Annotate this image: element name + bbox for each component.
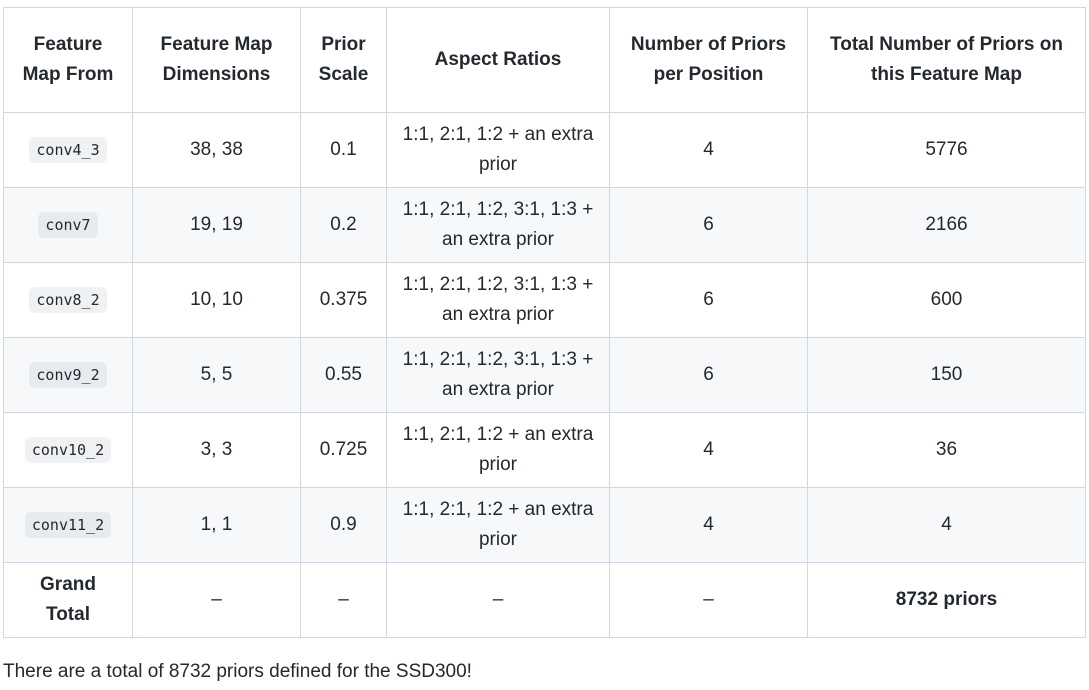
- table-row: conv7 19, 19 0.2 1:1, 2:1, 1:2, 3:1, 1:3…: [3, 187, 1086, 263]
- grand-total-row: Grand Total – – – – 8732 priors: [3, 562, 1086, 638]
- scale-cell: 0.55: [300, 337, 387, 413]
- dims-cell: 5, 5: [132, 337, 301, 413]
- header-aspect-ratios: Aspect Ratios: [386, 7, 610, 113]
- total-cell: 150: [807, 337, 1086, 413]
- dims-cell: 38, 38: [132, 112, 301, 188]
- ratios-cell: 1:1, 2:1, 1:2 + an extra prior: [386, 412, 610, 488]
- table-row: conv4_3 38, 38 0.1 1:1, 2:1, 1:2 + an ex…: [3, 112, 1086, 188]
- header-priors-per-position: Number of Priors per Position: [609, 7, 808, 113]
- grand-total-dims: –: [132, 562, 301, 638]
- grand-total-value: 8732 priors: [807, 562, 1086, 638]
- layer-cell: conv11_2: [3, 487, 133, 563]
- summary-note: There are a total of 8732 priors defined…: [3, 661, 472, 682]
- scale-cell: 0.725: [300, 412, 387, 488]
- header-feature-map-from: Feature Map From: [3, 7, 133, 113]
- layer-code: conv10_2: [24, 437, 112, 463]
- ratios-cell: 1:1, 2:1, 1:2, 3:1, 1:3 + an extra prior: [386, 337, 610, 413]
- per-position-cell: 4: [609, 487, 808, 563]
- scale-cell: 0.9: [300, 487, 387, 563]
- priors-table: Feature Map From Feature Map Dimensions …: [3, 7, 1086, 638]
- layer-code: conv11_2: [24, 512, 112, 538]
- layer-code: conv7: [38, 212, 98, 238]
- ratios-cell: 1:1, 2:1, 1:2, 3:1, 1:3 + an extra prior: [386, 187, 610, 263]
- scale-cell: 0.1: [300, 112, 387, 188]
- total-cell: 36: [807, 412, 1086, 488]
- dims-cell: 19, 19: [132, 187, 301, 263]
- table-row: conv9_2 5, 5 0.55 1:1, 2:1, 1:2, 3:1, 1:…: [3, 337, 1086, 413]
- table-row: conv11_2 1, 1 0.9 1:1, 2:1, 1:2 + an ext…: [3, 487, 1086, 563]
- table-row: conv8_2 10, 10 0.375 1:1, 2:1, 1:2, 3:1,…: [3, 262, 1086, 338]
- ratios-cell: 1:1, 2:1, 1:2 + an extra prior: [386, 487, 610, 563]
- total-cell: 600: [807, 262, 1086, 338]
- total-cell: 2166: [807, 187, 1086, 263]
- layer-cell: conv10_2: [3, 412, 133, 488]
- header-prior-scale: Prior Scale: [300, 7, 387, 113]
- grand-total-ratios: –: [386, 562, 610, 638]
- total-cell: 4: [807, 487, 1086, 563]
- table-header-row: Feature Map From Feature Map Dimensions …: [3, 7, 1086, 113]
- total-cell: 5776: [807, 112, 1086, 188]
- per-position-cell: 6: [609, 262, 808, 338]
- dims-cell: 10, 10: [132, 262, 301, 338]
- ratios-cell: 1:1, 2:1, 1:2 + an extra prior: [386, 112, 610, 188]
- scale-cell: 0.375: [300, 262, 387, 338]
- grand-total-scale: –: [300, 562, 387, 638]
- dims-cell: 3, 3: [132, 412, 301, 488]
- layer-cell: conv9_2: [3, 337, 133, 413]
- table-row: conv10_2 3, 3 0.725 1:1, 2:1, 1:2 + an e…: [3, 412, 1086, 488]
- header-total-priors: Total Number of Priors on this Feature M…: [807, 7, 1086, 113]
- grand-total-label: Grand Total: [3, 562, 133, 638]
- dims-cell: 1, 1: [132, 487, 301, 563]
- ratios-cell: 1:1, 2:1, 1:2, 3:1, 1:3 + an extra prior: [386, 262, 610, 338]
- layer-code: conv9_2: [29, 362, 107, 388]
- per-position-cell: 6: [609, 187, 808, 263]
- header-feature-map-dimensions: Feature Map Dimensions: [132, 7, 301, 113]
- scale-cell: 0.2: [300, 187, 387, 263]
- grand-total-per-position: –: [609, 562, 808, 638]
- layer-code: conv4_3: [29, 137, 107, 163]
- per-position-cell: 4: [609, 112, 808, 188]
- layer-cell: conv4_3: [3, 112, 133, 188]
- per-position-cell: 4: [609, 412, 808, 488]
- layer-cell: conv7: [3, 187, 133, 263]
- layer-cell: conv8_2: [3, 262, 133, 338]
- layer-code: conv8_2: [29, 287, 107, 313]
- per-position-cell: 6: [609, 337, 808, 413]
